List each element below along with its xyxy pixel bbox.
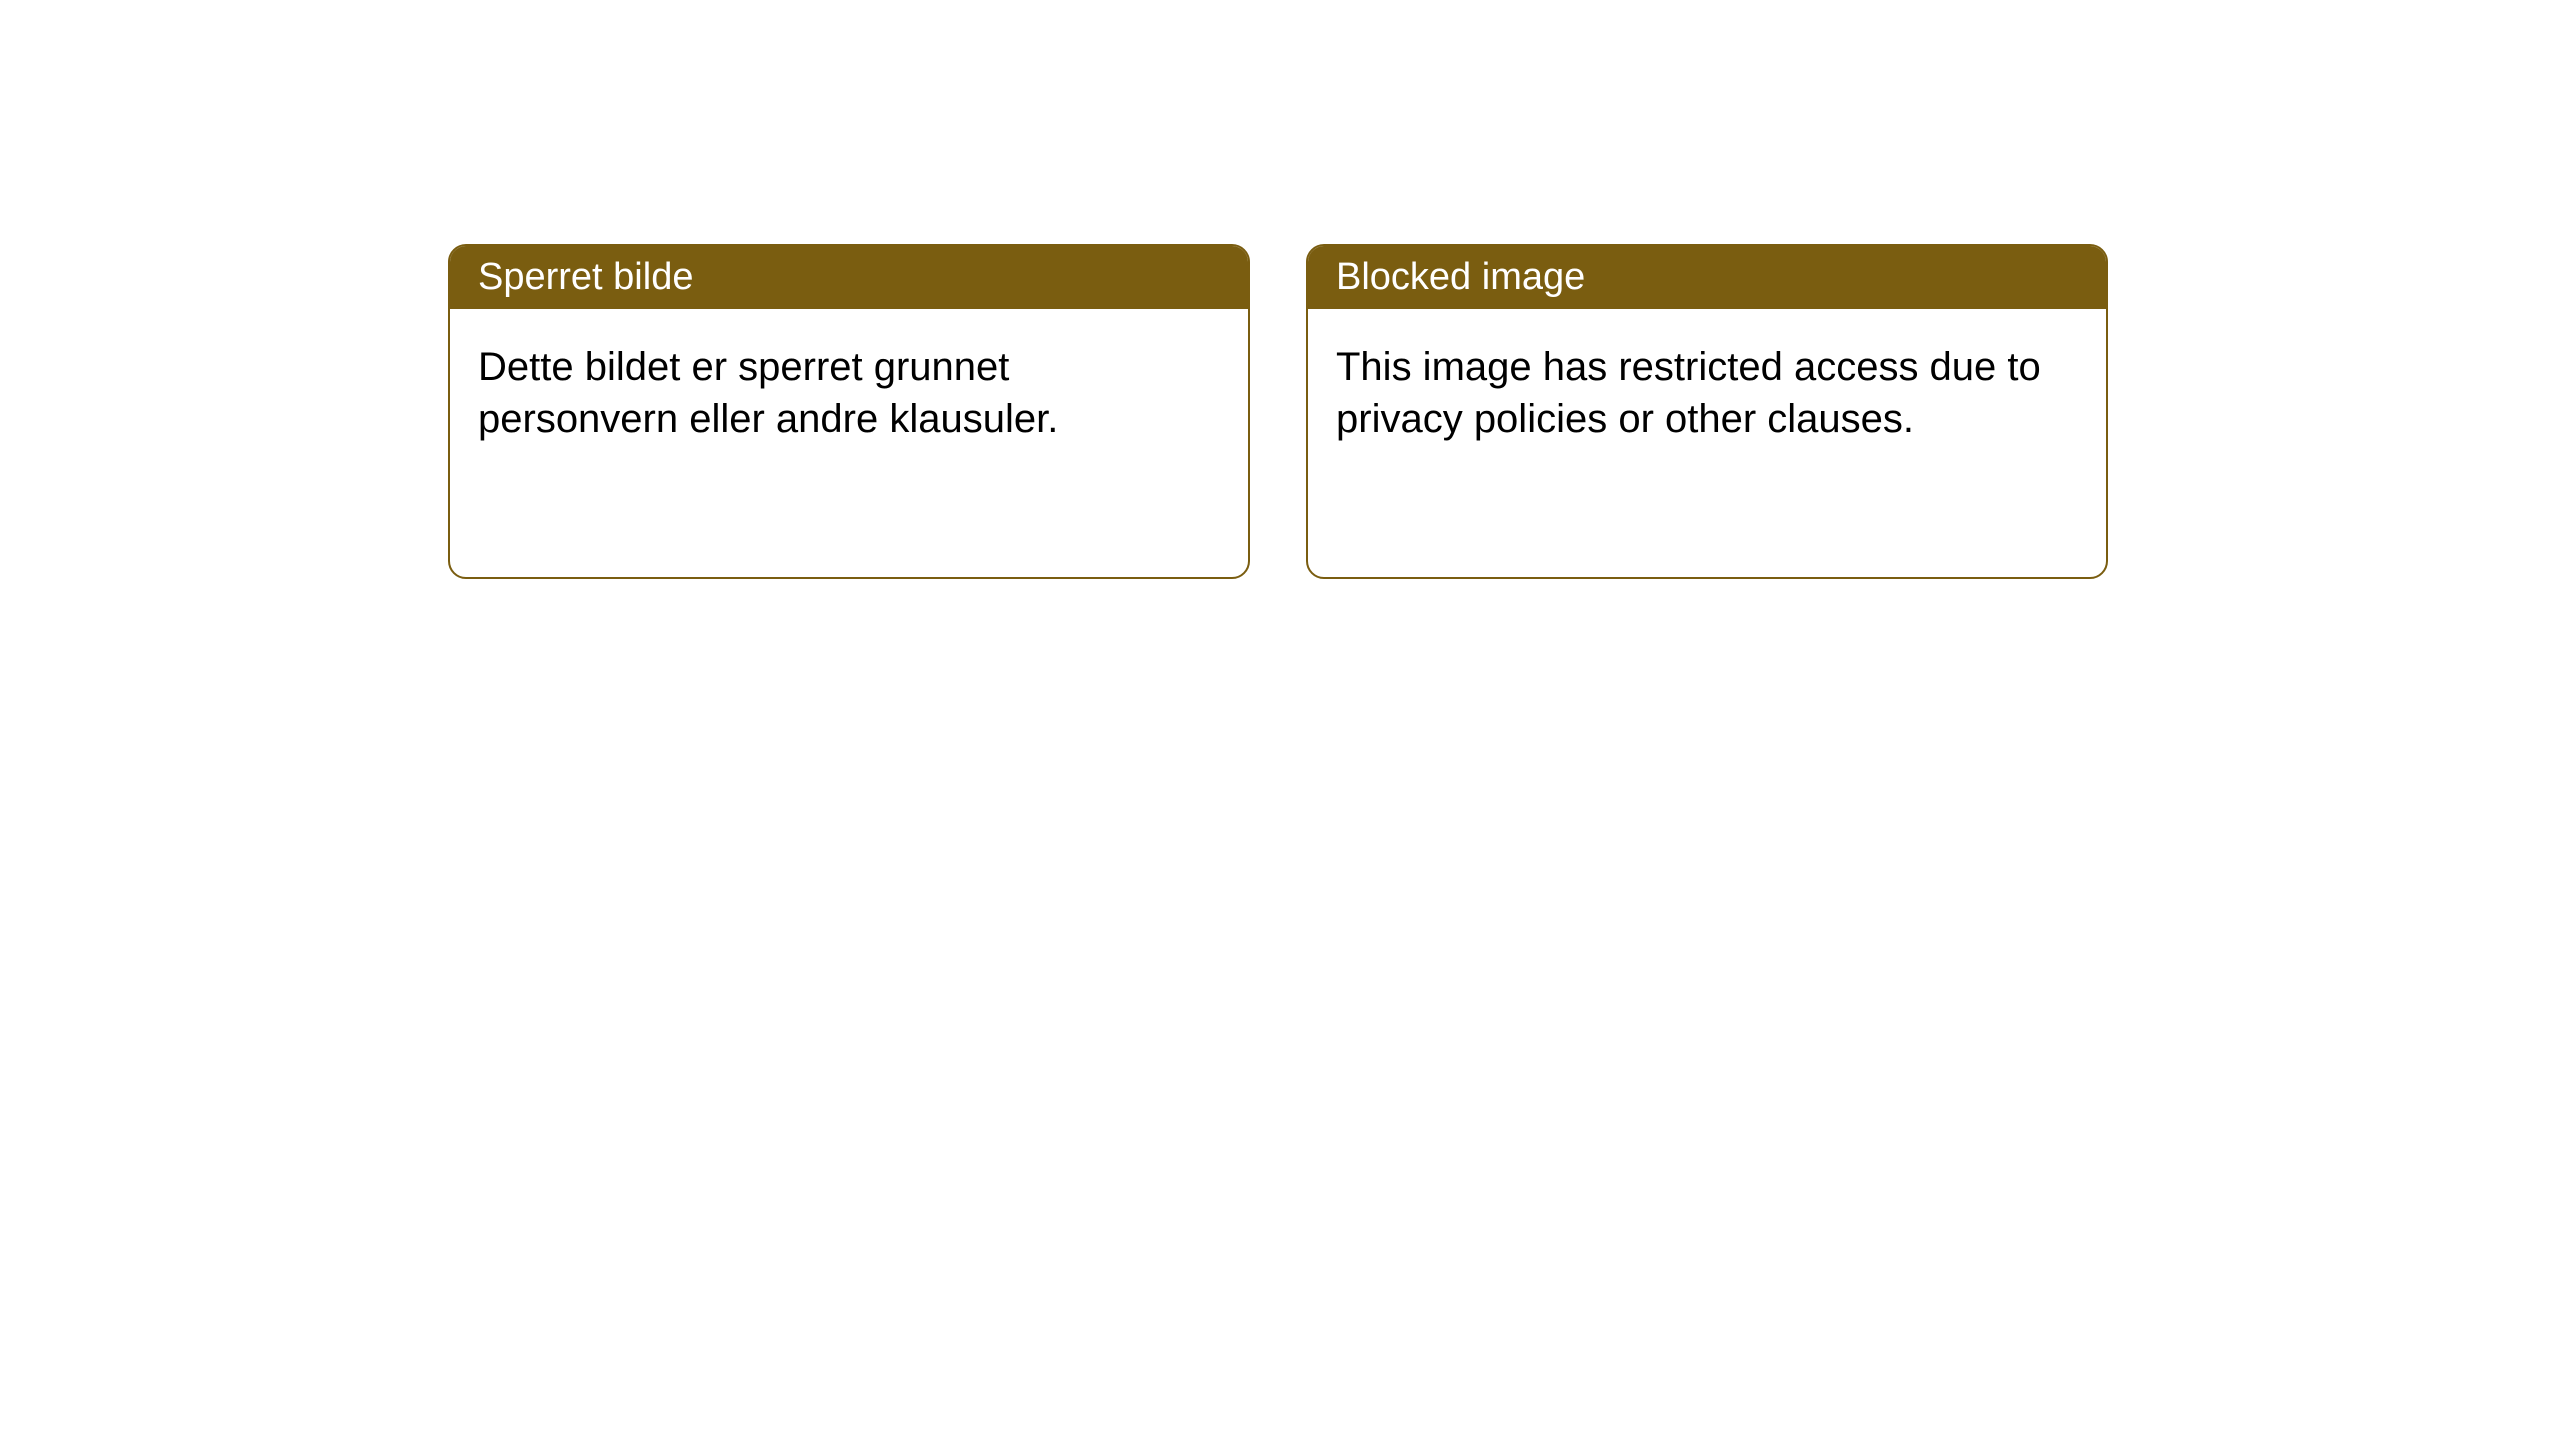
card-header: Blocked image <box>1308 246 2106 309</box>
notice-container: Sperret bilde Dette bildet er sperret gr… <box>0 0 2560 579</box>
card-title: Sperret bilde <box>478 256 693 298</box>
card-body: Dette bildet er sperret grunnet personve… <box>450 309 1248 477</box>
notice-card-english: Blocked image This image has restricted … <box>1306 244 2108 579</box>
card-body: This image has restricted access due to … <box>1308 309 2106 477</box>
card-message: Dette bildet er sperret grunnet personve… <box>478 345 1058 441</box>
notice-card-norwegian: Sperret bilde Dette bildet er sperret gr… <box>448 244 1250 579</box>
card-header: Sperret bilde <box>450 246 1248 309</box>
card-title: Blocked image <box>1336 256 1585 298</box>
card-message: This image has restricted access due to … <box>1336 345 2041 441</box>
